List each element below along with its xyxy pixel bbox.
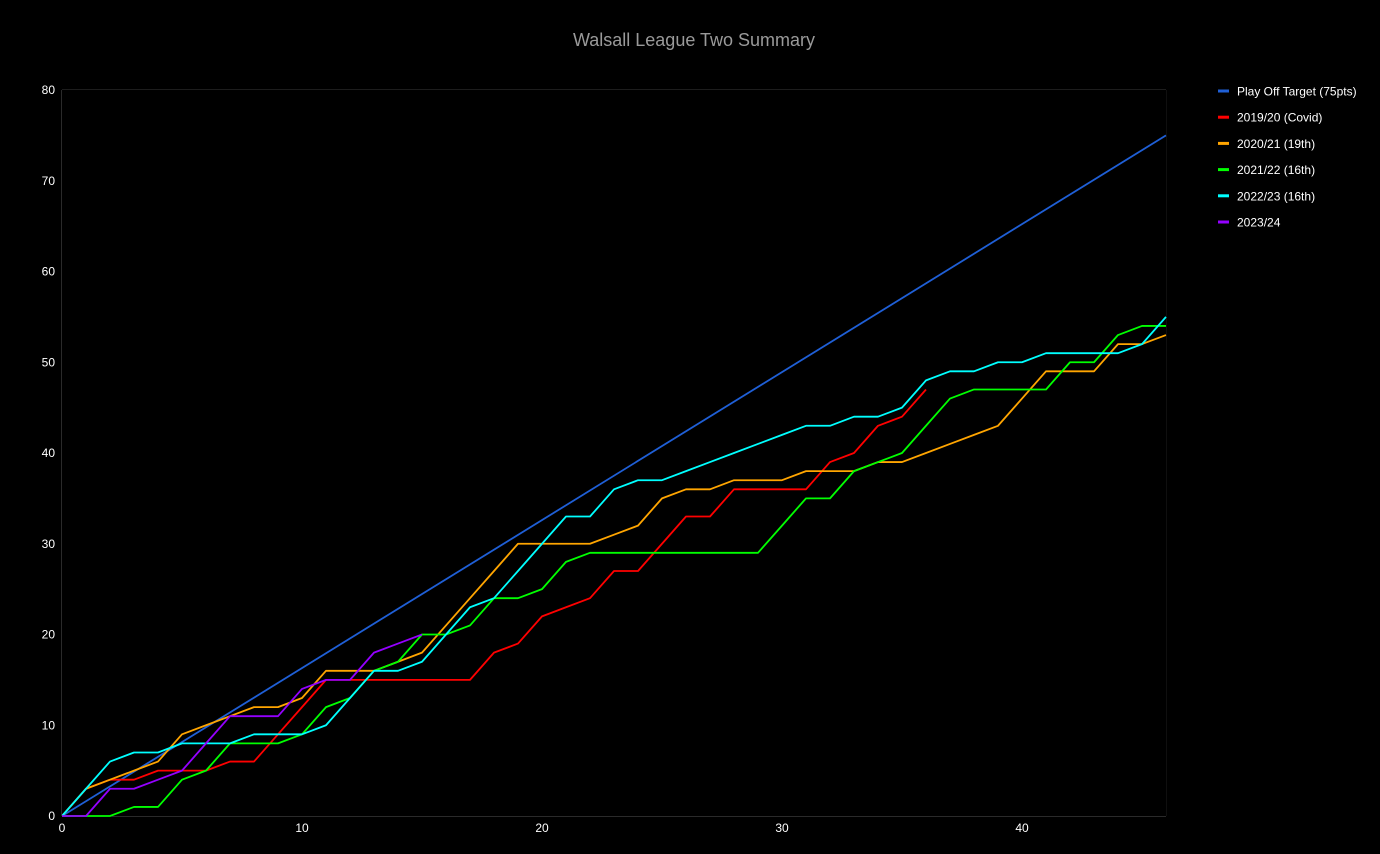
y-tick-label: 10 bbox=[42, 718, 56, 732]
series-line-3 bbox=[62, 325, 1166, 817]
legend-label-3: 2021/22 (16th) bbox=[1237, 163, 1315, 177]
legend-label-5: 2023/24 bbox=[1237, 216, 1281, 230]
x-tick-label: 0 bbox=[59, 821, 66, 835]
chart-title: Walsall League Two Summary bbox=[573, 30, 815, 50]
x-tick-label: 40 bbox=[1015, 821, 1029, 835]
legend: Play Off Target (75pts) 2019/20 (Covid) 20… bbox=[1218, 85, 1357, 230]
y-tick-label: 0 bbox=[48, 809, 55, 823]
y-tick-label: 70 bbox=[42, 174, 56, 188]
tick-labels: 0 10 20 30 40 0 10 20 30 40 50 60 70 80 bbox=[42, 83, 1029, 835]
plot-area bbox=[62, 90, 1167, 817]
y-tick-label: 80 bbox=[42, 83, 56, 97]
legend-label-1: 2019/20 (Covid) bbox=[1237, 111, 1322, 125]
y-tick-label: 20 bbox=[42, 628, 56, 642]
series-line-4 bbox=[62, 316, 1167, 817]
y-tick-label: 30 bbox=[42, 537, 56, 551]
plot-background bbox=[62, 90, 1166, 816]
series-line-2 bbox=[62, 334, 1167, 817]
legend-label-4: 2022/23 (16th) bbox=[1237, 189, 1315, 203]
series-line-5 bbox=[62, 633, 423, 817]
y-tick-label: 40 bbox=[42, 446, 56, 460]
y-tick-label: 60 bbox=[42, 265, 56, 279]
x-tick-label: 20 bbox=[535, 821, 549, 835]
x-tick-label: 10 bbox=[295, 821, 309, 835]
x-tick-label: 30 bbox=[775, 821, 789, 835]
y-tick-label: 50 bbox=[42, 355, 56, 369]
series-line-0 bbox=[62, 134, 1167, 817]
legend-label-0: Play Off Target (75pts) bbox=[1237, 85, 1357, 99]
legend-label-2: 2020/21 (19th) bbox=[1237, 137, 1315, 151]
